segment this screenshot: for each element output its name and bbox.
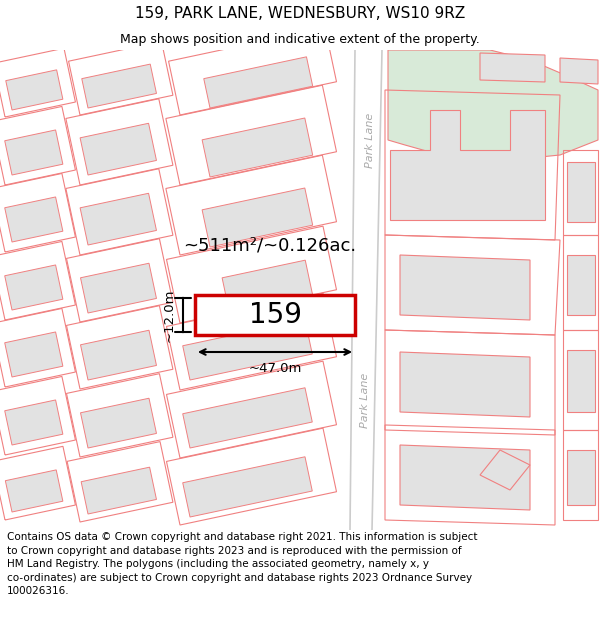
Text: ~47.0m: ~47.0m	[248, 361, 302, 374]
Polygon shape	[567, 450, 595, 505]
Polygon shape	[202, 188, 313, 247]
Polygon shape	[202, 118, 313, 177]
Polygon shape	[5, 197, 63, 242]
Polygon shape	[567, 162, 595, 222]
Polygon shape	[222, 260, 313, 315]
Polygon shape	[80, 330, 157, 380]
Text: 159, PARK LANE, WEDNESBURY, WS10 9RZ: 159, PARK LANE, WEDNESBURY, WS10 9RZ	[135, 6, 465, 21]
Polygon shape	[390, 110, 545, 220]
Text: ~511m²/~0.126ac.: ~511m²/~0.126ac.	[184, 236, 356, 254]
Text: Park Lane: Park Lane	[360, 372, 370, 428]
Polygon shape	[81, 467, 157, 514]
Polygon shape	[480, 450, 530, 490]
Text: Map shows position and indicative extent of the property.: Map shows position and indicative extent…	[120, 32, 480, 46]
Polygon shape	[480, 53, 545, 82]
Polygon shape	[6, 70, 63, 110]
Polygon shape	[183, 388, 312, 448]
Text: Contains OS data © Crown copyright and database right 2021. This information is : Contains OS data © Crown copyright and d…	[7, 532, 478, 596]
Polygon shape	[80, 123, 157, 175]
Polygon shape	[5, 400, 63, 445]
Polygon shape	[183, 457, 312, 517]
Polygon shape	[388, 50, 598, 162]
Polygon shape	[5, 130, 63, 175]
Polygon shape	[82, 64, 157, 108]
Polygon shape	[80, 398, 157, 448]
Polygon shape	[80, 263, 157, 313]
Polygon shape	[400, 445, 530, 510]
Polygon shape	[400, 352, 530, 417]
Text: 159: 159	[248, 301, 302, 329]
Polygon shape	[567, 350, 595, 412]
Text: ~12.0m: ~12.0m	[163, 288, 176, 342]
Polygon shape	[183, 320, 312, 380]
Text: Park Lane: Park Lane	[365, 112, 375, 168]
Polygon shape	[204, 57, 313, 108]
Polygon shape	[567, 255, 595, 315]
Polygon shape	[560, 58, 598, 84]
Polygon shape	[5, 470, 63, 512]
Polygon shape	[195, 295, 355, 335]
Polygon shape	[5, 332, 63, 377]
Polygon shape	[5, 265, 63, 310]
Polygon shape	[80, 193, 157, 245]
Polygon shape	[400, 255, 530, 320]
